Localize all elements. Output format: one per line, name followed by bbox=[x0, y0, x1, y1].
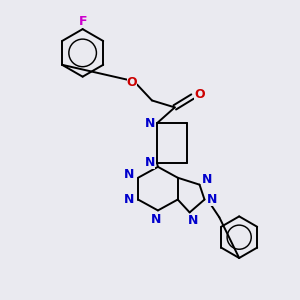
Text: N: N bbox=[202, 173, 213, 186]
Text: N: N bbox=[124, 168, 134, 181]
Text: N: N bbox=[151, 213, 161, 226]
Text: N: N bbox=[207, 193, 218, 206]
Text: O: O bbox=[127, 76, 137, 89]
Text: O: O bbox=[194, 88, 205, 101]
Text: F: F bbox=[78, 15, 87, 28]
Text: N: N bbox=[124, 193, 134, 206]
Text: N: N bbox=[145, 156, 155, 170]
Text: N: N bbox=[188, 214, 198, 227]
Text: N: N bbox=[145, 117, 155, 130]
